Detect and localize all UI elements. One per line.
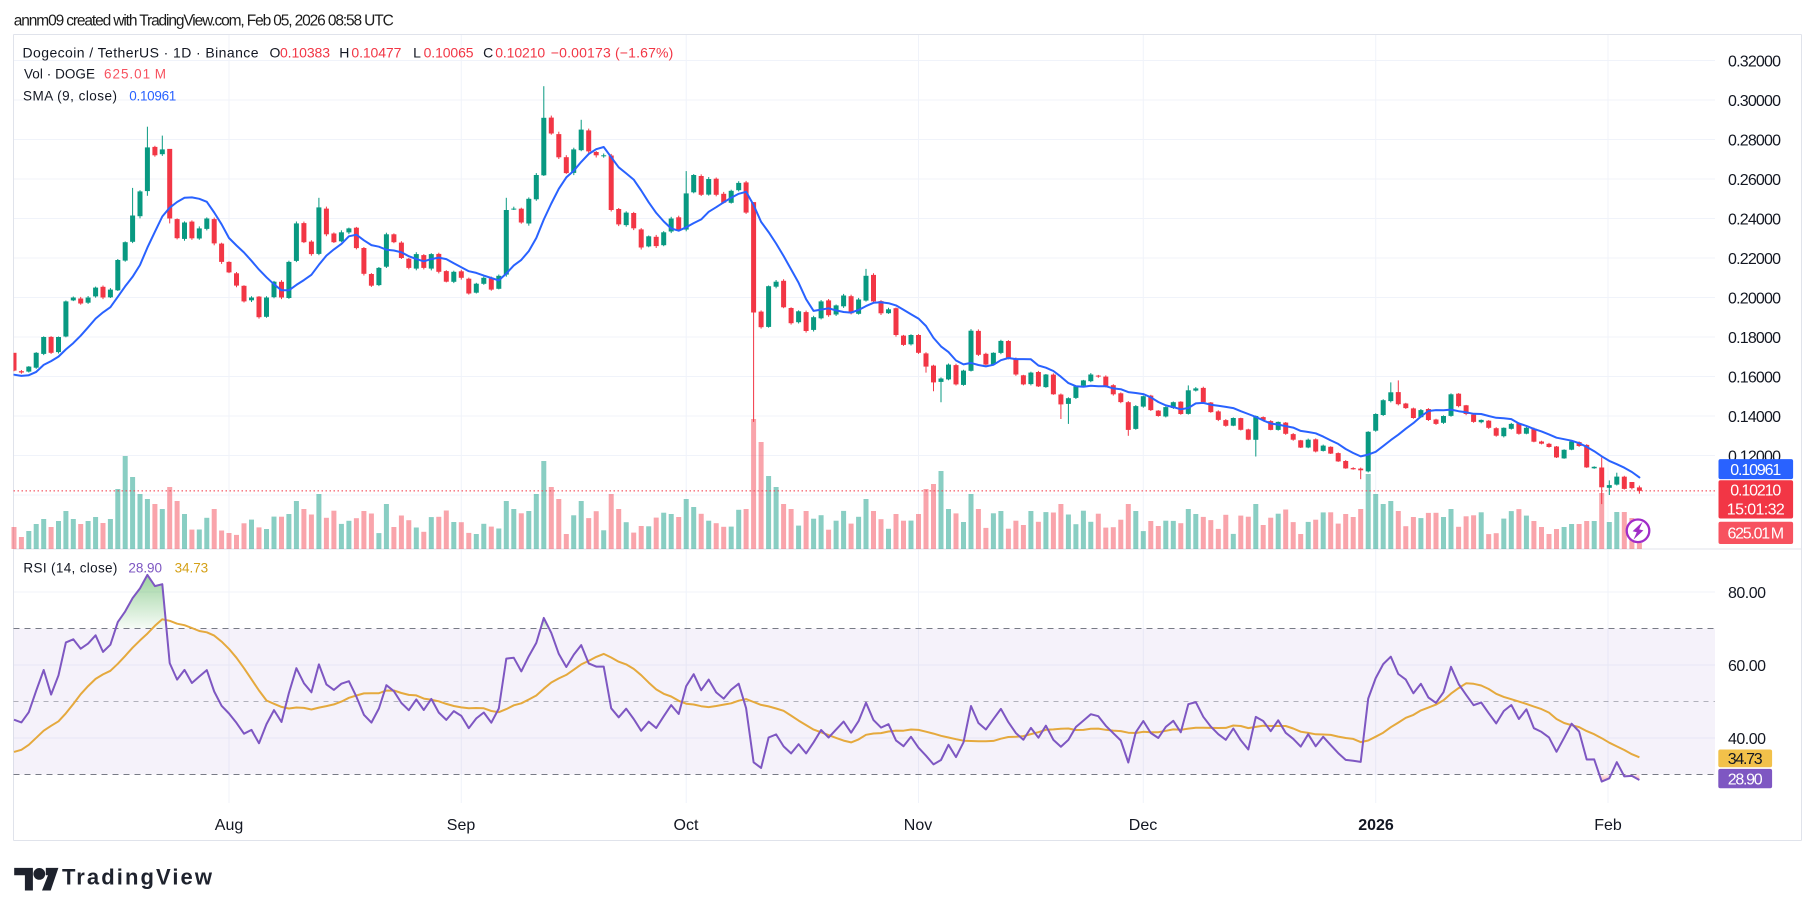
svg-text:Feb: Feb [1594,817,1622,834]
svg-text:0.28000: 0.28000 [1728,133,1781,150]
svg-text:Sep: Sep [447,817,476,834]
svg-text:0.20000: 0.20000 [1728,291,1781,308]
svg-text:Aug: Aug [215,817,243,834]
svg-text:625.01 M: 625.01 M [1728,526,1785,543]
svg-text:0.10961: 0.10961 [129,88,176,103]
svg-text:0.16000: 0.16000 [1728,370,1781,387]
svg-text:0.10477: 0.10477 [351,45,401,61]
svg-text:0.22000: 0.22000 [1728,251,1781,268]
svg-text:0.14000: 0.14000 [1728,409,1781,426]
svg-text:15:01:32: 15:01:32 [1727,502,1785,519]
svg-text:annm09 created with TradingVie: annm09 created with TradingView.com, Feb… [14,12,394,29]
svg-text:0.10210: 0.10210 [1730,483,1781,500]
svg-text:Oct: Oct [674,817,699,834]
svg-text:0.10065: 0.10065 [424,45,474,61]
svg-text:SMA (9, close): SMA (9, close) [23,88,117,103]
svg-text:28.90: 28.90 [128,560,162,575]
svg-text:Vol · DOGE: Vol · DOGE [24,66,95,81]
svg-text:0.10210: 0.10210 [495,45,545,61]
svg-text:625.01 M: 625.01 M [104,66,166,81]
svg-text:28.90: 28.90 [1728,771,1763,788]
svg-text:C: C [483,45,493,61]
svg-text:80.00: 80.00 [1728,585,1766,602]
svg-text:0.24000: 0.24000 [1728,212,1781,229]
svg-text:O: O [270,45,281,61]
svg-text:0.10961: 0.10961 [1730,462,1781,479]
svg-text:0.10383: 0.10383 [280,45,330,61]
svg-text:Nov: Nov [904,817,932,834]
svg-text:TradingView: TradingView [62,865,213,890]
svg-text:34.73: 34.73 [175,560,209,575]
svg-text:Dogecoin / TetherUS · 1D · Bin: Dogecoin / TetherUS · 1D · Binance [23,45,259,61]
svg-text:0.32000: 0.32000 [1728,54,1781,71]
svg-text:Dec: Dec [1129,817,1157,834]
svg-text:0.18000: 0.18000 [1728,330,1781,347]
svg-text:40.00: 40.00 [1728,731,1766,748]
svg-text:60.00: 60.00 [1728,658,1766,675]
svg-text:L: L [413,45,421,61]
svg-text:H: H [339,45,349,61]
svg-text:2026: 2026 [1358,817,1394,834]
svg-text:0.26000: 0.26000 [1728,172,1781,189]
svg-text:−0.00173 (−1.67%): −0.00173 (−1.67%) [551,45,674,61]
svg-text:34.73: 34.73 [1728,751,1763,768]
svg-text:0.30000: 0.30000 [1728,93,1781,110]
svg-text:RSI (14, close): RSI (14, close) [23,560,117,575]
